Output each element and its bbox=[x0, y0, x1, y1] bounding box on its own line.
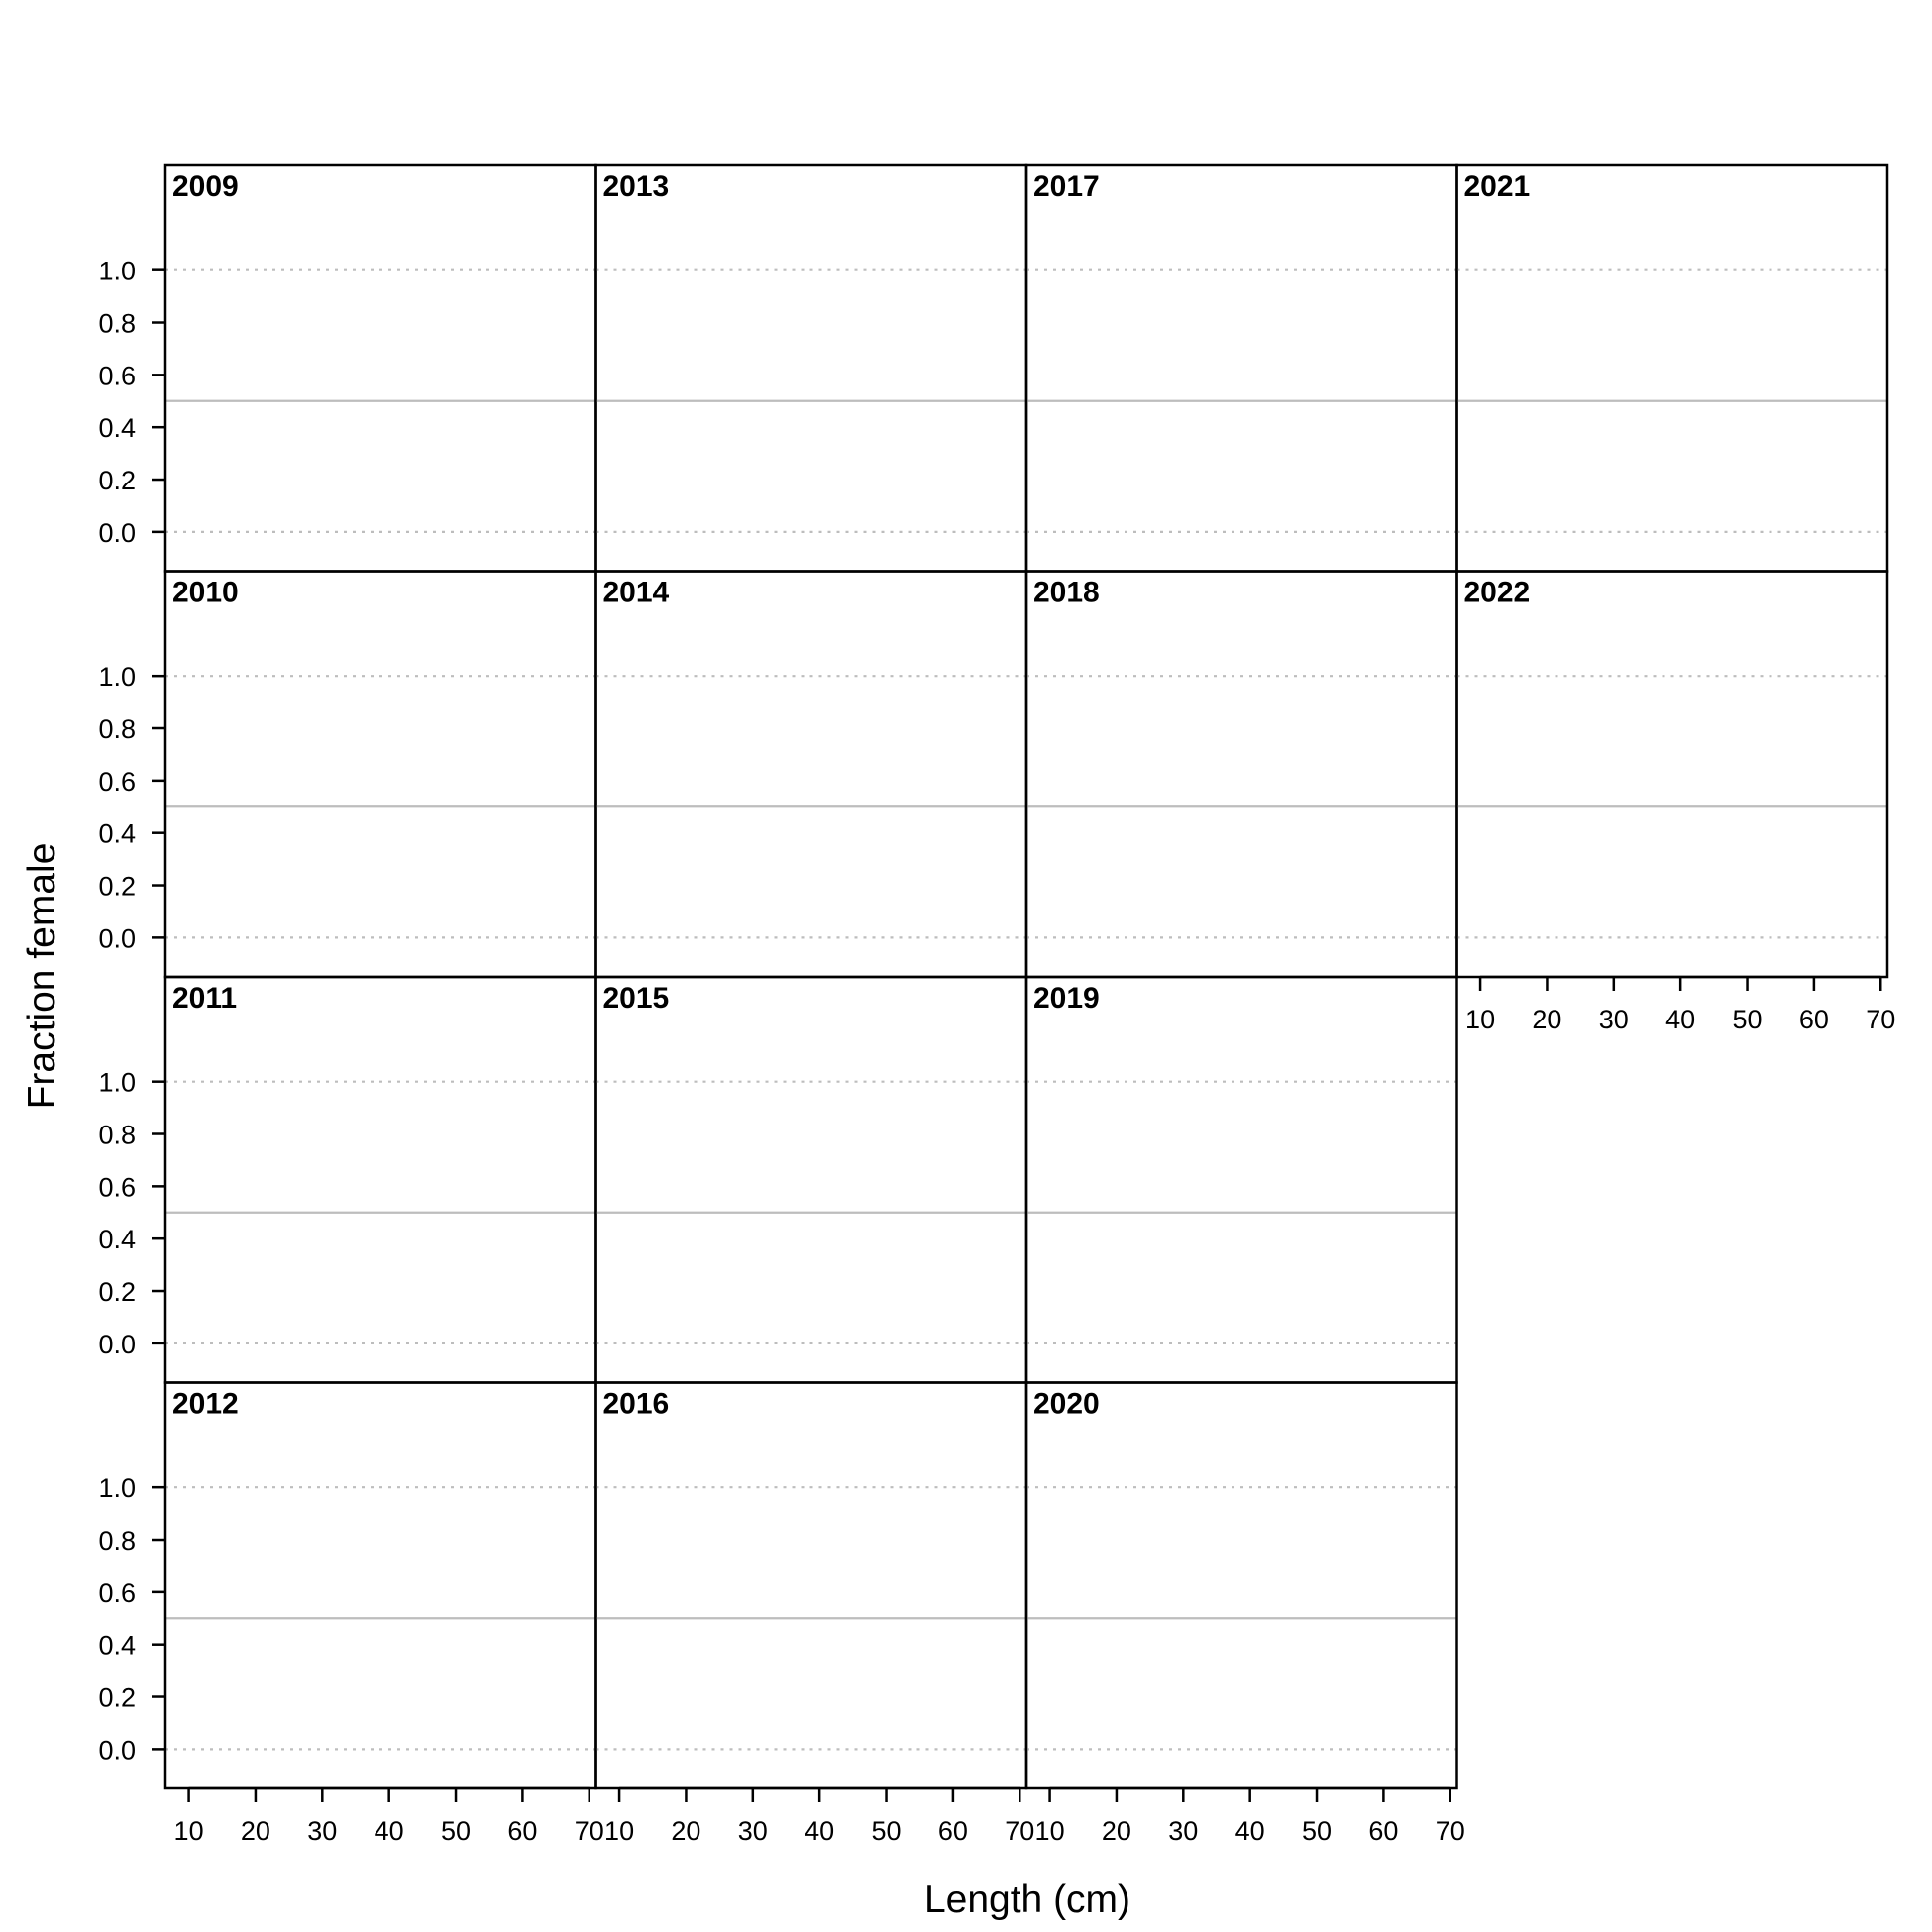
panel-year-label: 2019 bbox=[1033, 982, 1100, 1015]
panel-2016: 2016 10 20 30 40 50 60 70 bbox=[594, 1381, 1034, 1846]
panel-year-label: 2021 bbox=[1464, 170, 1531, 203]
x-tick-label: 70 bbox=[1436, 1816, 1465, 1846]
y-tick-label: 0.6 bbox=[98, 361, 136, 390]
y-tick-label: 0.2 bbox=[98, 466, 136, 495]
x-tick-label: 30 bbox=[1599, 1005, 1629, 1034]
panel-frame bbox=[1024, 570, 1458, 979]
panel-2020: 2020 10 20 30 40 50 60 70 bbox=[1024, 1381, 1465, 1846]
panel-frame bbox=[163, 570, 597, 979]
x-tick-label: 60 bbox=[507, 1816, 537, 1846]
y-tick-label: 1.0 bbox=[98, 1068, 136, 1098]
panel-frame bbox=[594, 1381, 1028, 1790]
panel-2019: 2019 bbox=[1024, 975, 1458, 1384]
y-tick-label: 0.0 bbox=[98, 1735, 136, 1765]
y-tick-label: 0.8 bbox=[98, 309, 136, 339]
panel-year-label: 2013 bbox=[603, 170, 670, 203]
panel-year-label: 2016 bbox=[603, 1388, 670, 1421]
x-tick-label: 60 bbox=[1368, 1816, 1398, 1846]
panel-frame bbox=[594, 975, 1028, 1384]
y-tick-label: 0.6 bbox=[98, 1578, 136, 1608]
panel-frame bbox=[1024, 163, 1458, 573]
x-tick-label: 50 bbox=[1302, 1816, 1332, 1846]
y-tick-label: 1.0 bbox=[98, 257, 136, 286]
x-tick-label: 10 bbox=[604, 1816, 634, 1846]
x-tick-label: 20 bbox=[671, 1816, 700, 1846]
x-tick-label: 50 bbox=[872, 1816, 902, 1846]
panel-year-label: 2022 bbox=[1464, 577, 1531, 609]
y-tick-label: 0.4 bbox=[98, 413, 136, 443]
y-tick-label: 0.0 bbox=[98, 1330, 136, 1359]
panel-frame bbox=[1024, 975, 1458, 1384]
x-tick-label: 10 bbox=[1465, 1005, 1495, 1034]
x-tick-label: 70 bbox=[575, 1816, 604, 1846]
panel-2010: 2010 0.0 0.2 0.4 0.6 0.8 1.0 bbox=[98, 570, 597, 979]
panel-year-label: 2012 bbox=[172, 1388, 239, 1421]
panel-year-label: 2017 bbox=[1033, 170, 1100, 203]
x-tick-label: 40 bbox=[805, 1816, 834, 1846]
panel-year-label: 2014 bbox=[603, 577, 670, 609]
x-tick-label: 30 bbox=[738, 1816, 768, 1846]
x-tick-label: 40 bbox=[1235, 1816, 1265, 1846]
y-tick-label: 0.8 bbox=[98, 1121, 136, 1150]
x-tick-label: 40 bbox=[1665, 1005, 1695, 1034]
x-tick-label: 10 bbox=[174, 1816, 204, 1846]
y-axis-label: Fraction female bbox=[21, 843, 63, 1110]
x-tick-label: 20 bbox=[1102, 1816, 1131, 1846]
panel-frame bbox=[594, 163, 1028, 573]
y-tick-label: 0.8 bbox=[98, 1526, 136, 1556]
x-tick-label: 30 bbox=[307, 1816, 337, 1846]
x-tick-label: 50 bbox=[441, 1816, 471, 1846]
y-tick-label: 0.2 bbox=[98, 872, 136, 902]
panel-frame bbox=[594, 570, 1028, 979]
x-tick-label: 60 bbox=[938, 1816, 968, 1846]
x-tick-label: 20 bbox=[241, 1816, 270, 1846]
panel-2022: 2022 10 20 30 40 50 60 70 bbox=[1455, 570, 1895, 1034]
panel-frame bbox=[163, 163, 597, 573]
y-tick-label: 0.6 bbox=[98, 1172, 136, 1202]
y-tick-label: 0.4 bbox=[98, 1631, 136, 1661]
y-tick-label: 0.0 bbox=[98, 518, 136, 548]
x-tick-label: 70 bbox=[1866, 1005, 1895, 1034]
y-tick-label: 1.0 bbox=[98, 1473, 136, 1503]
panel-year-label: 2018 bbox=[1033, 577, 1100, 609]
panel-year-label: 2011 bbox=[172, 982, 237, 1015]
y-tick-label: 0.4 bbox=[98, 819, 136, 849]
panel-2009: 2009 0.0 0.2 0.4 0.6 0.8 1.0 bbox=[98, 163, 597, 573]
x-tick-label: 70 bbox=[1005, 1816, 1034, 1846]
x-tick-label: 60 bbox=[1799, 1005, 1829, 1034]
panel-2013: 2013 bbox=[594, 163, 1028, 573]
panel-year-label: 2010 bbox=[172, 577, 239, 609]
panel-year-label: 2020 bbox=[1033, 1388, 1100, 1421]
panel-year-label: 2015 bbox=[603, 982, 670, 1015]
x-tick-label: 20 bbox=[1532, 1005, 1561, 1034]
panel-2018: 2018 bbox=[1024, 570, 1458, 979]
panel-frame bbox=[1455, 570, 1889, 979]
panel-2012: 2012 0.0 0.2 0.4 0.6 0.8 1.0 10 20 30 40 50 60 70 bbox=[98, 1381, 604, 1846]
panel-frame bbox=[1024, 1381, 1458, 1790]
x-tick-label: 50 bbox=[1733, 1005, 1763, 1034]
y-tick-label: 0.2 bbox=[98, 1683, 136, 1713]
panel-2011: 2011 0.0 0.2 0.4 0.6 0.8 1.0 bbox=[98, 975, 597, 1384]
panel-frame bbox=[163, 975, 597, 1384]
x-axis-label: Length (cm) bbox=[924, 1878, 1130, 1921]
x-tick-label: 10 bbox=[1035, 1816, 1065, 1846]
y-tick-label: 1.0 bbox=[98, 662, 136, 692]
x-tick-label: 40 bbox=[375, 1816, 404, 1846]
x-tick-label: 30 bbox=[1168, 1816, 1198, 1846]
panel-grid: 20090.00.20.40.60.81.020100.00.20.40.60.… bbox=[98, 163, 1895, 1846]
y-tick-label: 0.4 bbox=[98, 1225, 136, 1254]
panel-frame bbox=[163, 1381, 597, 1790]
panel-year-label: 2009 bbox=[172, 170, 239, 203]
panel-frame bbox=[1455, 163, 1889, 573]
y-tick-label: 0.2 bbox=[98, 1277, 136, 1307]
y-tick-label: 0.6 bbox=[98, 767, 136, 797]
panel-2021: 2021 bbox=[1455, 163, 1889, 573]
panel-2015: 2015 bbox=[594, 975, 1028, 1384]
panel-2017: 2017 bbox=[1024, 163, 1458, 573]
y-tick-label: 0.8 bbox=[98, 714, 136, 744]
y-tick-label: 0.0 bbox=[98, 923, 136, 953]
panel-2014: 2014 bbox=[594, 570, 1028, 979]
